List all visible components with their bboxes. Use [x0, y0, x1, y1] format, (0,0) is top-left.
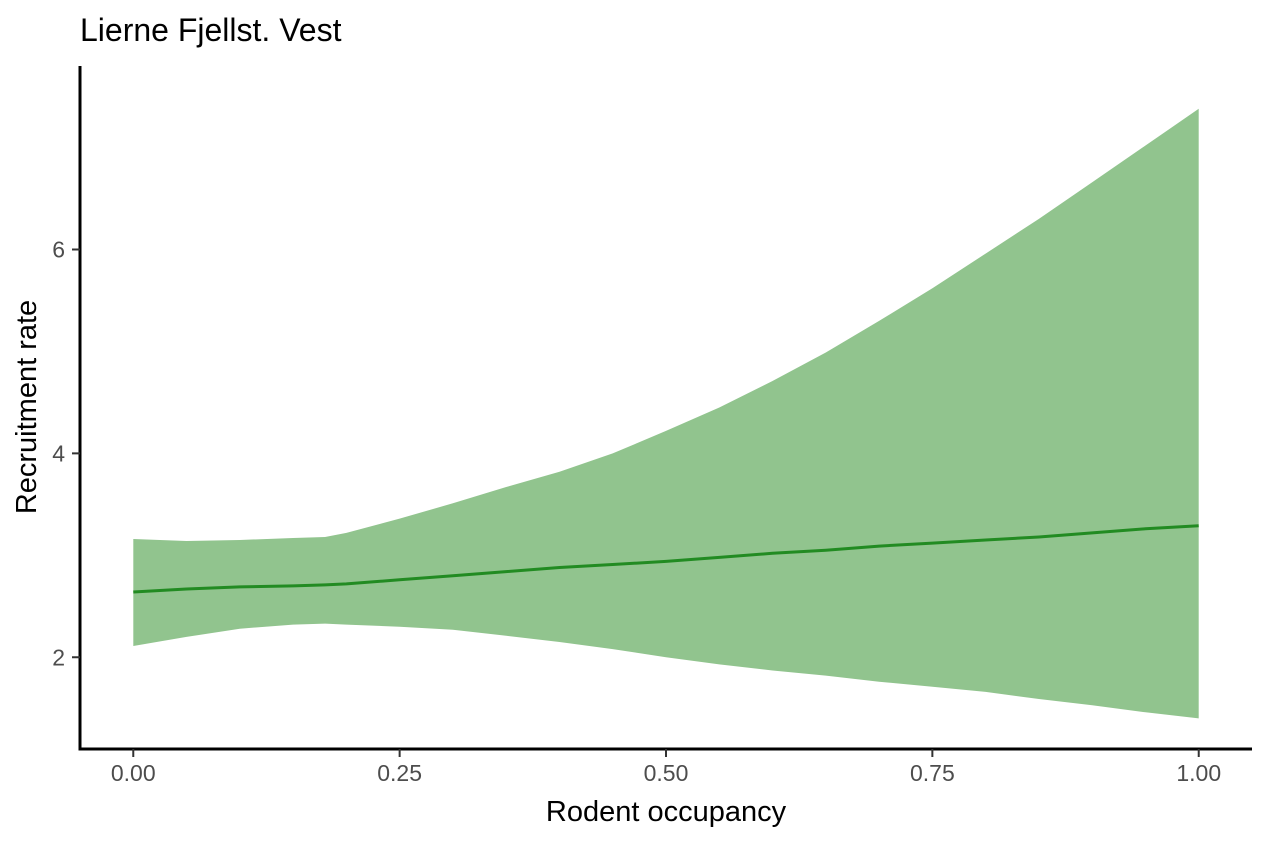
confidence-band [133, 108, 1199, 719]
y-tick-label: 6 [52, 236, 65, 262]
y-axis-title: Recruitment rate [11, 300, 43, 514]
trend-line [133, 524, 1199, 594]
chart-title: Lierne Fjellst. Vest [80, 12, 342, 48]
x-axis-title: Rodent occupancy [546, 796, 787, 828]
plot-area [133, 108, 1199, 719]
x-tick-label: 0.00 [111, 760, 156, 786]
x-axis-ticks: 0.00 0.25 0.50 0.75 1.00 [111, 749, 1221, 786]
y-tick-label: 2 [52, 644, 65, 670]
x-tick-label: 1.00 [1176, 760, 1221, 786]
x-tick-label: 0.75 [910, 760, 955, 786]
y-tick-label: 4 [52, 440, 65, 466]
x-tick-label: 0.25 [377, 760, 422, 786]
x-tick-label: 0.50 [644, 760, 689, 786]
y-axis-ticks: 2 4 6 [52, 236, 80, 670]
